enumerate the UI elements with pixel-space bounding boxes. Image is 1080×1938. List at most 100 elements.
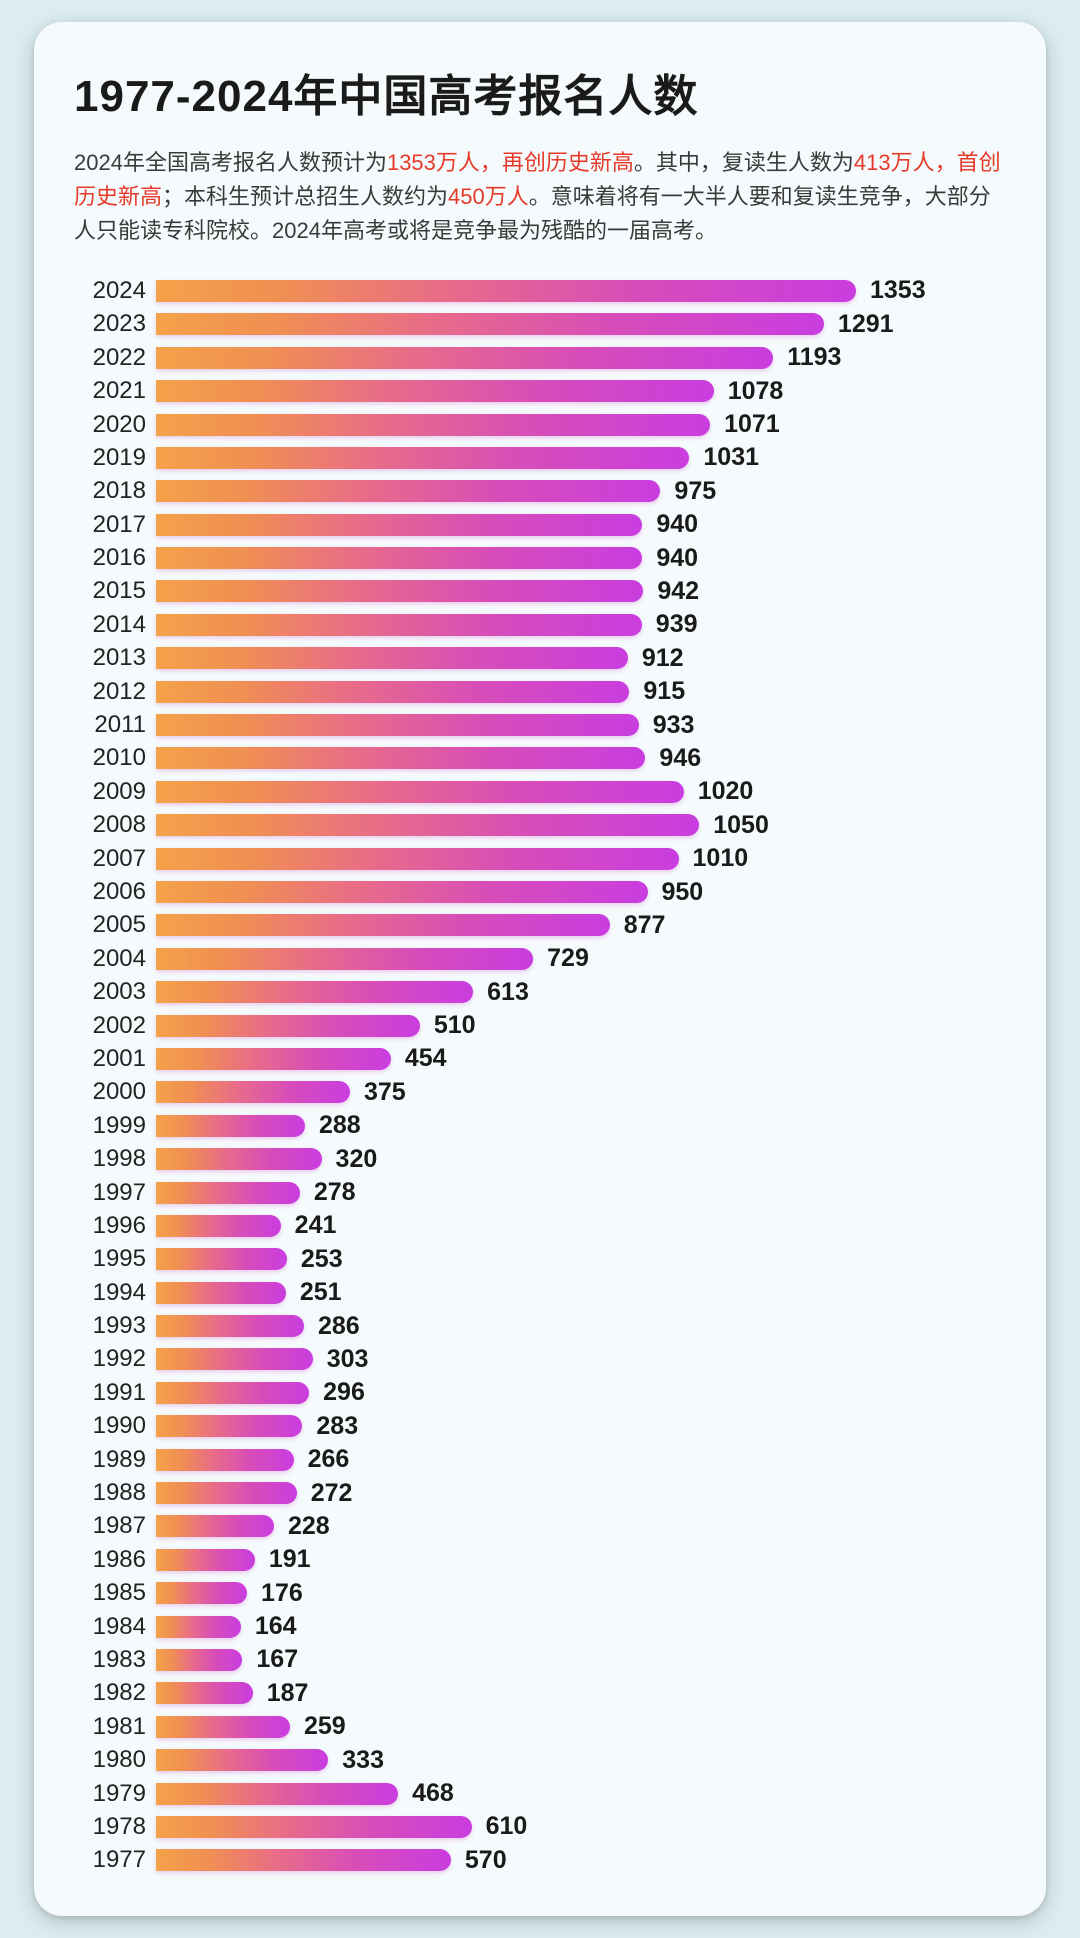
bar [156,1515,274,1537]
bar-row: 2009 1020 [74,775,1006,808]
value-label: 940 [656,544,698,573]
year-label: 1978 [74,1813,156,1841]
bar-track: 251 [156,1276,1006,1309]
year-label: 2003 [74,978,156,1006]
bar-row: 2010946 [74,742,1006,775]
bar-track: 1353 [156,274,1006,307]
bar-track: 241 [156,1209,1006,1242]
bar-track: 253 [156,1243,1006,1276]
year-label: 2015 [74,577,156,605]
chart-card: 1977-2024年中国高考报名人数 2024年全国高考报名人数预计为1353万… [34,22,1046,1916]
value-label: 176 [261,1579,303,1608]
bar-row: 20201071 [74,408,1006,441]
year-label: 1988 [74,1479,156,1507]
value-label: 940 [656,510,698,539]
value-label: 1031 [703,443,759,472]
value-label: 303 [327,1345,369,1374]
bar-row: 2014939 [74,608,1006,641]
year-label: 1981 [74,1713,156,1741]
bar-track: 570 [156,1844,1006,1877]
bar-track: 288 [156,1109,1006,1142]
value-label: 1193 [787,343,841,372]
value-label: 333 [342,1746,384,1775]
bar-row: 2005877 [74,909,1006,942]
bar-row: 1988272 [74,1476,1006,1509]
year-label: 1982 [74,1679,156,1707]
bar [156,614,642,636]
bar [156,1081,350,1103]
value-label: 259 [304,1712,346,1741]
bar-row: 2002 510 [74,1009,1006,1042]
year-label: 2020 [74,411,156,439]
bar-row: 1983167 [74,1643,1006,1676]
value-label: 570 [465,1846,507,1875]
year-label: 1999 [74,1112,156,1140]
year-label: 2013 [74,644,156,672]
bar-row: 1992 303 [74,1343,1006,1376]
bar [156,1382,309,1404]
bar-row: 1979468 [74,1777,1006,1810]
value-label: 164 [255,1612,297,1641]
year-label: 2012 [74,678,156,706]
year-label: 2021 [74,377,156,405]
year-label: 2024 [74,277,156,305]
bar [156,1415,302,1437]
bar-row: 2011933 [74,708,1006,741]
bar [156,480,660,502]
bar-track: 303 [156,1343,1006,1376]
bar-track: 176 [156,1577,1006,1610]
value-label: 510 [434,1011,476,1040]
year-label: 1986 [74,1546,156,1574]
bar-track: 333 [156,1743,1006,1776]
bar [156,647,628,669]
value-label: 1050 [713,811,769,840]
year-label: 1992 [74,1345,156,1373]
bar-track: 1050 [156,809,1006,842]
bar [156,280,856,302]
bar [156,1616,241,1638]
year-label: 2006 [74,878,156,906]
year-label: 2014 [74,611,156,639]
bar-track: 939 [156,608,1006,641]
value-label: 266 [308,1445,350,1474]
bar-row: 1981 259 [74,1710,1006,1743]
bar-row: 2001454 [74,1042,1006,1075]
year-label: 1983 [74,1646,156,1674]
bar-row: 1985176 [74,1577,1006,1610]
year-label: 2002 [74,1012,156,1040]
bar [156,747,645,769]
value-label: 950 [662,878,704,907]
bar [156,580,643,602]
bar-track: 946 [156,742,1006,775]
year-label: 2009 [74,778,156,806]
bar-track: 610 [156,1810,1006,1843]
value-label: 1020 [698,777,754,806]
bar-row: 1995253 [74,1243,1006,1276]
bar [156,1148,322,1170]
bar [156,347,773,369]
bar-track: 915 [156,675,1006,708]
bar [156,1015,420,1037]
value-label: 933 [653,711,695,740]
bar-row: 2006 950 [74,875,1006,908]
bar [156,1215,281,1237]
bar [156,914,610,936]
value-label: 286 [318,1312,360,1341]
year-label: 2018 [74,477,156,505]
highlight-text: 1353万人，再创历史新高 [387,150,634,175]
bar-row: 1998320 [74,1142,1006,1175]
value-label: 975 [674,477,716,506]
bar-row: 1987228 [74,1510,1006,1543]
bar [156,1783,398,1805]
year-label: 2004 [74,945,156,973]
bar [156,414,710,436]
year-label: 2008 [74,811,156,839]
body-text: 2024年全国高考报名人数预计为 [74,150,387,175]
year-label: 1991 [74,1379,156,1407]
bar [156,1849,451,1871]
year-label: 2023 [74,310,156,338]
bar-row: 1980333 [74,1743,1006,1776]
body-text: ；本科生预计总招生人数约为 [162,184,448,209]
bar-track: 187 [156,1677,1006,1710]
bar [156,1649,242,1671]
